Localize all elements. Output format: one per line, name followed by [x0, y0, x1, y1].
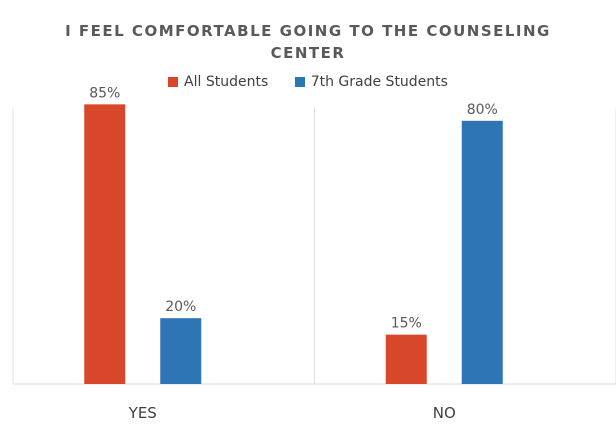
legend-swatch-all-students	[168, 77, 179, 87]
legend-label-all-students: All Students	[184, 74, 269, 90]
bar-all-students-no	[385, 334, 427, 384]
bar-all-students-yes	[84, 104, 126, 384]
chart-title: I FEEL COMFORTABLE GOING TO THE COUNSELI…	[0, 20, 616, 64]
data-label: 15%	[391, 316, 422, 332]
x-tick-label-yes: YES	[128, 404, 157, 422]
bar-7th-grade-students-yes	[160, 318, 202, 384]
chart-legend: All Students 7th Grade Students	[0, 74, 616, 91]
bar-7th-grade-students-no	[461, 120, 503, 385]
legend-item-7th-grade: 7th Grade Students	[294, 74, 448, 90]
legend-swatch-7th-grade	[294, 77, 305, 87]
legend-label-7th-grade: 7th Grade Students	[310, 74, 448, 90]
chart-title-line-1: I FEEL COMFORTABLE GOING TO THE COUNSELI…	[65, 22, 551, 40]
legend-item-all-students: All Students	[168, 74, 268, 90]
data-label: 20%	[165, 299, 196, 315]
data-label: 80%	[467, 102, 498, 118]
data-label: 85%	[89, 85, 120, 101]
x-tick-label-no: NO	[433, 404, 456, 422]
chart-title-line-2: CENTER	[270, 44, 346, 62]
